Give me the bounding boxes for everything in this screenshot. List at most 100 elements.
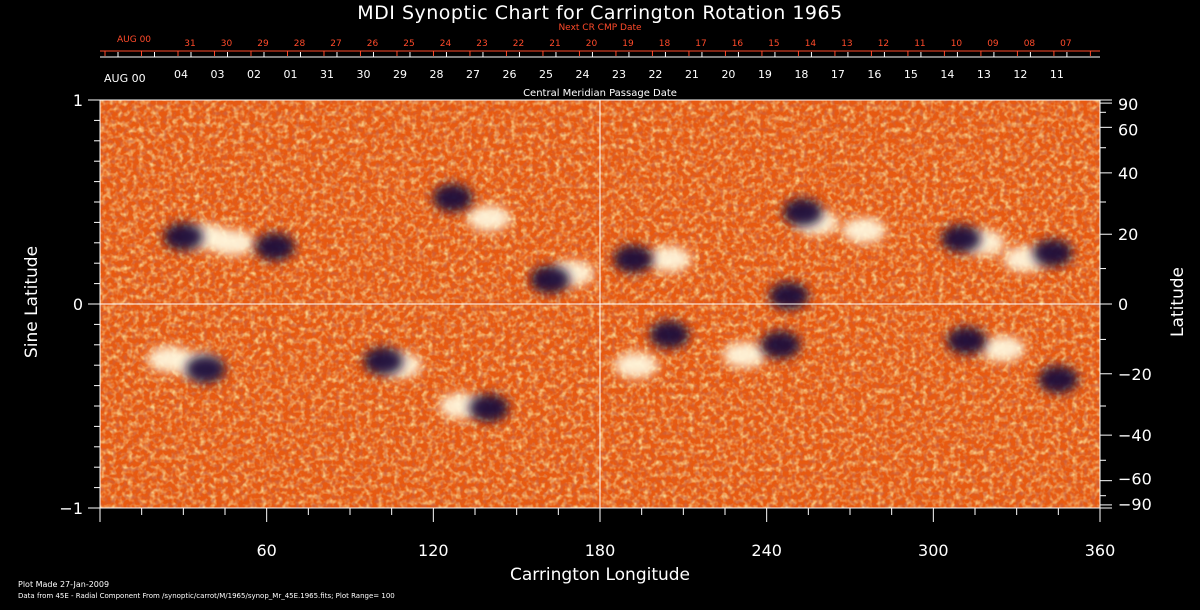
top-axis-date-label: 13: [977, 68, 991, 81]
positive-polarity-region: [614, 352, 659, 379]
y-right-tick-label: −20: [1118, 365, 1152, 384]
positive-polarity-region: [722, 342, 767, 368]
top-axis-date-label: 15: [904, 68, 918, 81]
next-cr-date-label: 26: [367, 39, 379, 49]
next-cr-date-label: 25: [403, 39, 414, 49]
negative-polarity-region: [163, 222, 204, 251]
top-axis-date-label: 01: [283, 68, 297, 81]
negative-polarity-region: [255, 232, 295, 261]
x-tick-label: 60: [256, 541, 276, 560]
next-cr-date-label: 15: [768, 39, 779, 49]
positive-polarity-region: [841, 217, 886, 244]
negative-polarity-region: [613, 245, 654, 274]
next-cr-date-label: 07: [1060, 39, 1071, 49]
positive-polarity-region: [211, 229, 256, 256]
positive-polarity-region: [647, 246, 692, 273]
next-cr-date-label: 31: [184, 39, 195, 49]
negative-polarity-region: [1032, 239, 1073, 267]
negative-polarity-region: [363, 347, 404, 376]
top-axis-date-label: 19: [758, 68, 772, 81]
next-cr-date-label: 12: [878, 39, 889, 49]
negative-polarity-region: [432, 183, 473, 212]
y-right-tick-label: 60: [1118, 120, 1138, 139]
next-cr-date-label: 27: [330, 39, 341, 49]
next-cr-date-label: 23: [476, 39, 487, 49]
negative-polarity-region: [782, 198, 823, 227]
x-tick-label: 120: [418, 541, 449, 560]
y-right-tick-label: 40: [1118, 164, 1138, 183]
top-axis-date-label: 31: [320, 68, 334, 81]
positive-polarity-region: [980, 335, 1025, 362]
x-axis-label: Carrington Longitude: [509, 565, 691, 585]
top-axis-date-label: 18: [794, 68, 808, 81]
next-cr-date-label: 24: [440, 39, 452, 49]
top-axis-date-label: 02: [247, 68, 261, 81]
y-right-tick-label: 90: [1118, 95, 1138, 114]
next-cr-date-label: 28: [294, 39, 306, 49]
next-cr-date-label: 09: [987, 39, 999, 49]
negative-polarity-region: [1038, 365, 1079, 394]
top-axis-date-label: 20: [721, 68, 735, 81]
next-cr-date-label: 08: [1024, 39, 1036, 49]
top-axis-date-label: 30: [356, 68, 370, 81]
x-tick-label: 360: [1085, 541, 1116, 560]
top-axis-date-label: 22: [648, 68, 662, 81]
top-axis-date-label: 28: [429, 68, 443, 81]
top-axis-date-label: 03: [210, 68, 224, 81]
y-right-tick-label: −40: [1118, 426, 1152, 445]
plot-made-note: Plot Made 27-Jan-2009: [18, 580, 110, 589]
negative-polarity-region: [468, 394, 509, 423]
top-axis-date-label: 29: [393, 68, 407, 81]
x-tick-label: 240: [751, 541, 782, 560]
top-axis-start-label: AUG 00: [104, 72, 146, 85]
negative-polarity-region: [768, 281, 809, 310]
y-left-tick-label: 1: [73, 91, 83, 110]
top-axis-date-label: 12: [1013, 68, 1027, 81]
top-axis-date-label: 26: [502, 68, 516, 81]
top-axis-label: Central Meridian Passage Date: [523, 88, 677, 99]
x-tick-label: 300: [918, 541, 949, 560]
top-axis-date-label: 23: [612, 68, 626, 81]
next-cr-date-label: 29: [257, 39, 269, 49]
negative-polarity-region: [185, 355, 226, 384]
y-left-tick-label: −1: [59, 499, 83, 518]
next-cr-date-label: 30: [221, 39, 233, 49]
y-right-tick-label: 20: [1118, 225, 1138, 244]
y-left-tick-label: 0: [73, 295, 83, 314]
data-source-note: Data from 45E - Radial Component From /s…: [18, 592, 395, 600]
next-cr-date-label: 19: [622, 39, 634, 49]
chart-title: MDI Synoptic Chart for Carrington Rotati…: [357, 2, 843, 24]
crosshair-grid: [100, 100, 1100, 508]
next-cr-axis-label: Next CR CMP Date: [558, 23, 642, 33]
negative-polarity-region: [946, 326, 987, 355]
next-cr-date-label: 16: [732, 39, 744, 49]
next-cr-date-label: 13: [841, 39, 852, 49]
top-axis-date-label: 21: [685, 68, 699, 81]
y-right-tick-label: 0: [1118, 295, 1128, 314]
top-axis-date-label: 16: [867, 68, 881, 81]
next-cr-start-label: AUG 00: [117, 35, 151, 45]
y-right-tick-label: −60: [1118, 470, 1152, 489]
next-cr-date-label: 21: [549, 39, 560, 49]
x-tick-label: 180: [585, 541, 616, 560]
top-axis-date-label: 24: [575, 68, 589, 81]
next-cr-date-label: 11: [914, 39, 925, 49]
negative-polarity-region: [530, 265, 570, 294]
next-cr-date-label: 10: [951, 39, 963, 49]
negative-polarity-region: [649, 320, 690, 349]
y-right-tick-label: −90: [1118, 495, 1152, 514]
chart-axes: 60 120 180 240 300 36010−1906040200−20−40−60−…: [59, 35, 1151, 560]
top-axis-date-label: 14: [940, 68, 954, 81]
next-cr-date-label: 18: [659, 39, 671, 49]
positive-polarity-region: [466, 205, 511, 232]
top-axis-date-label: 11: [1050, 68, 1064, 81]
next-cr-date-label: 20: [586, 39, 598, 49]
next-cr-date-label: 22: [513, 39, 524, 49]
next-cr-date-label: 17: [695, 39, 706, 49]
top-axis-date-label: 27: [466, 68, 480, 81]
top-axis-date-label: 25: [539, 68, 553, 81]
top-axis-date-label: 17: [831, 68, 845, 81]
top-axis-date-label: 04: [174, 68, 188, 81]
